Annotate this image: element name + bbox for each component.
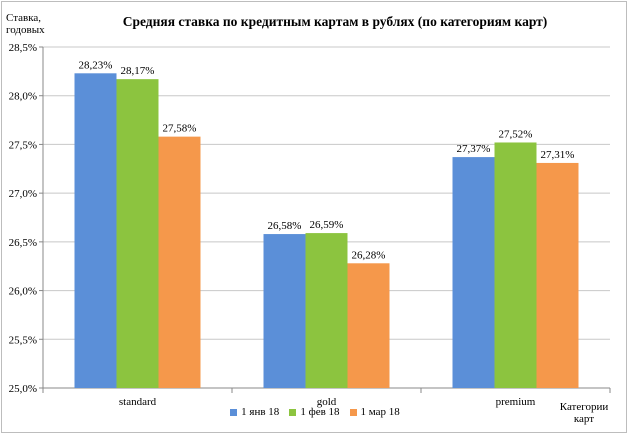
data-label: 27,58%: [163, 123, 197, 135]
data-label: 27,52%: [499, 128, 533, 140]
bar: [536, 162, 579, 388]
y-tick-label: 25,0%: [9, 383, 37, 395]
y-tick-label: 27,5%: [9, 139, 37, 151]
data-label: 28,17%: [121, 65, 155, 77]
x-axis-label: Категории карт: [559, 401, 609, 425]
y-tick-label: 28,0%: [9, 91, 37, 103]
y-tick-label: 28,5%: [9, 42, 37, 54]
data-label: 27,31%: [541, 149, 575, 161]
data-label: 27,37%: [457, 143, 491, 155]
bar: [305, 233, 348, 388]
legend: 1 янв 18 1 фев 18 1 мар 18: [0, 406, 630, 418]
y-tick-label: 26,0%: [9, 286, 37, 298]
legend-swatch: [349, 408, 357, 416]
data-label: 26,28%: [352, 249, 386, 261]
data-label: 28,23%: [79, 59, 113, 71]
legend-swatch: [289, 408, 297, 416]
data-label: 26,58%: [268, 220, 302, 232]
y-axis-label: Ставка, годовых: [6, 12, 45, 36]
category-label: standard: [119, 396, 157, 408]
legend-label: 1 фев 18: [300, 406, 340, 418]
legend-item: 1 мар 18: [349, 406, 400, 418]
bar: [452, 157, 495, 388]
bar: [347, 263, 390, 388]
legend-swatch: [230, 408, 238, 416]
legend-label: 1 янв 18: [241, 406, 280, 418]
y-tick-label: 26,5%: [9, 237, 37, 249]
category-label: gold: [317, 396, 337, 408]
category-label: premium: [496, 396, 536, 408]
legend-item: 1 янв 18: [230, 406, 279, 418]
data-label: 26,59%: [310, 219, 344, 231]
legend-label: 1 мар 18: [360, 406, 400, 418]
bar: [116, 79, 159, 388]
y-tick-label: 27,0%: [9, 188, 37, 200]
bar: [494, 142, 537, 388]
bar: [158, 136, 201, 388]
chart-title: Средняя ставка по кредитным картам в руб…: [122, 14, 548, 29]
legend-item: 1 фев 18: [289, 406, 340, 418]
bar: [263, 234, 306, 388]
y-tick-label: 25,5%: [9, 334, 37, 346]
bar: [74, 73, 117, 388]
